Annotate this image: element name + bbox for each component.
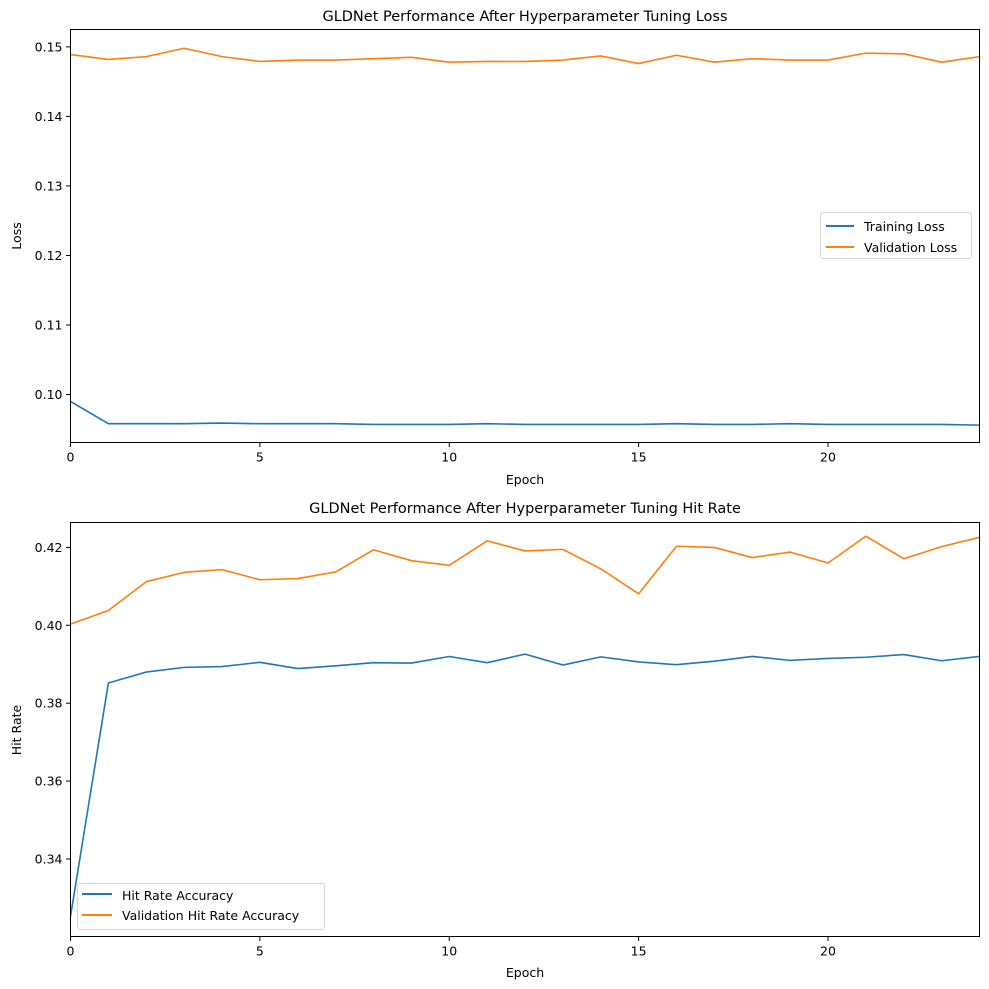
y-axis-label: Hit Rate <box>9 704 24 755</box>
y-tick-label: 0.11 <box>35 317 63 332</box>
y-tick-label: 0.38 <box>35 696 63 711</box>
y-tick-label: 0.14 <box>35 109 63 124</box>
series-line-validation-hit-rate-accuracy <box>70 535 980 625</box>
x-tick-label: 20 <box>820 450 836 465</box>
legend-label-hit-rate-accuracy: Hit Rate Accuracy <box>122 888 234 903</box>
legend: Hit Rate Accuracy Validation Hit Rate Ac… <box>77 883 325 930</box>
x-tick-label: 10 <box>441 450 457 465</box>
axes-frame <box>70 522 980 937</box>
hit-rate-chart: GLDNet Performance After Hyperparameter … <box>9 501 980 980</box>
y-tick-label: 0.15 <box>35 39 63 54</box>
legend-label-validation-loss: Validation Loss <box>864 240 957 255</box>
chart-title: GLDNet Performance After Hyperparameter … <box>309 501 741 517</box>
x-tick-label: 5 <box>256 944 264 959</box>
axes-frame <box>70 29 980 443</box>
x-tick-label: 0 <box>67 944 75 959</box>
series-line-hit-rate-accuracy <box>70 653 980 917</box>
series-line-validation-loss <box>70 47 980 65</box>
y-tick-label: 0.42 <box>35 540 63 555</box>
series-layer <box>70 47 980 426</box>
x-axis-label: Epoch <box>506 472 544 487</box>
x-axis-label: Epoch <box>506 965 544 980</box>
y-axis-label: Loss <box>9 222 24 249</box>
y-tick-label: 0.36 <box>35 774 63 789</box>
legend-label-training-loss: Training Loss <box>863 219 945 234</box>
legend: Training Loss Validation Loss <box>820 212 972 259</box>
y-axis: 0.34 0.36 0.38 0.40 0.42 <box>35 540 71 866</box>
x-axis: 0 5 10 15 20 <box>67 442 836 465</box>
y-tick-label: 0.10 <box>35 387 63 402</box>
y-tick-label: 0.13 <box>35 178 63 193</box>
y-axis: 0.10 0.11 0.12 0.13 0.14 0.15 <box>35 39 71 402</box>
y-tick-label: 0.12 <box>35 248 63 263</box>
legend-box <box>820 212 972 259</box>
series-layer <box>70 535 980 917</box>
x-tick-label: 20 <box>820 944 836 959</box>
x-axis: 0 5 10 15 20 <box>67 936 836 959</box>
x-tick-label: 15 <box>631 944 647 959</box>
loss-chart: GLDNet Performance After Hyperparameter … <box>9 9 980 487</box>
series-line-training-loss <box>70 400 980 426</box>
y-tick-label: 0.34 <box>35 851 63 866</box>
chart-title: GLDNet Performance After Hyperparameter … <box>322 9 727 25</box>
x-tick-label: 0 <box>67 450 75 465</box>
legend-label-validation-hit-rate-accuracy: Validation Hit Rate Accuracy <box>122 908 300 923</box>
x-tick-label: 10 <box>441 944 457 959</box>
y-tick-label: 0.40 <box>35 618 63 633</box>
x-tick-label: 5 <box>256 450 264 465</box>
x-tick-label: 15 <box>631 450 647 465</box>
legend-box <box>77 883 325 930</box>
